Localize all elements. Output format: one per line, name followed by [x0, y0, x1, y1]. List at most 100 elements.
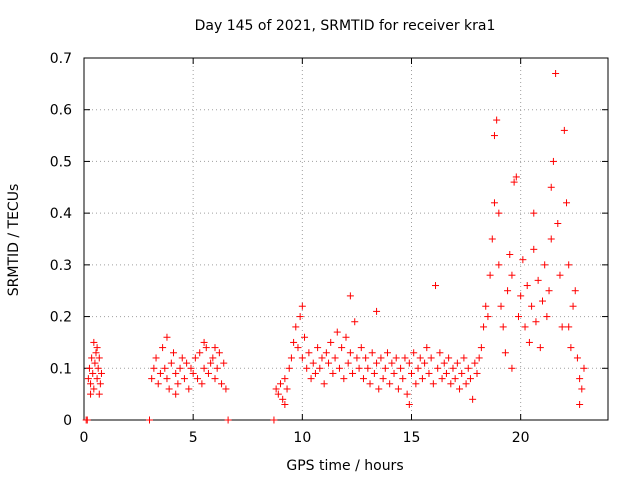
- data-point: [172, 390, 180, 398]
- data-point: [394, 385, 402, 393]
- data-point: [556, 271, 564, 279]
- data-point: [449, 364, 457, 372]
- data-point: [495, 209, 503, 217]
- data-point: [96, 380, 104, 388]
- data-point: [187, 364, 195, 372]
- x-tick-label: 15: [403, 430, 421, 446]
- data-point: [90, 385, 98, 393]
- data-point: [318, 354, 326, 362]
- data-point: [482, 302, 490, 310]
- data-point: [525, 338, 533, 346]
- x-tick-label: 5: [189, 430, 198, 446]
- data-point: [270, 416, 278, 424]
- data-point: [353, 354, 361, 362]
- data-point: [447, 380, 455, 388]
- data-point: [576, 375, 584, 383]
- data-point: [215, 349, 223, 357]
- data-point: [163, 375, 171, 383]
- data-point: [198, 380, 206, 388]
- data-point: [283, 385, 291, 393]
- data-point: [218, 380, 226, 388]
- data-point: [200, 338, 208, 346]
- data-point: [167, 359, 175, 367]
- data-point: [571, 287, 579, 295]
- data-point: [373, 359, 381, 367]
- data-point: [87, 380, 95, 388]
- data-point: [401, 354, 409, 362]
- data-point: [204, 369, 212, 377]
- data-point: [274, 390, 282, 398]
- data-point: [541, 261, 549, 269]
- data-point: [329, 369, 337, 377]
- data-point: [510, 178, 518, 186]
- data-point: [301, 333, 309, 341]
- data-point: [375, 385, 383, 393]
- data-point: [303, 364, 311, 372]
- data-point: [397, 364, 405, 372]
- data-point: [486, 271, 494, 279]
- data-point: [405, 400, 413, 408]
- data-point: [578, 385, 586, 393]
- data-point: [456, 385, 464, 393]
- data-point: [392, 354, 400, 362]
- data-point: [95, 354, 103, 362]
- x-tick-label: 20: [512, 430, 530, 446]
- data-point: [92, 349, 100, 357]
- data-point: [178, 354, 186, 362]
- data-point: [209, 354, 217, 362]
- data-point: [377, 354, 385, 362]
- grid-lines: [84, 58, 608, 420]
- data-point: [408, 369, 415, 377]
- data-point: [202, 344, 210, 352]
- data-point: [342, 333, 350, 341]
- data-point: [89, 369, 97, 377]
- data-point: [370, 369, 378, 377]
- data-point: [453, 359, 461, 367]
- data-point: [298, 354, 306, 362]
- data-point: [504, 287, 512, 295]
- data-point: [335, 364, 343, 372]
- data-point: [346, 349, 354, 357]
- data-point: [514, 313, 522, 321]
- data-point: [532, 318, 540, 326]
- data-point: [432, 282, 440, 290]
- data-point: [305, 349, 313, 357]
- x-tick-label: 10: [293, 430, 311, 446]
- data-point: [368, 349, 376, 357]
- data-point: [421, 359, 429, 367]
- data-point: [314, 344, 322, 352]
- y-axis-label: SRMTID / TECUs: [6, 184, 22, 297]
- data-point: [357, 344, 365, 352]
- data-point: [290, 338, 298, 346]
- data-point: [414, 364, 422, 372]
- data-point: [170, 349, 178, 357]
- data-point: [567, 344, 575, 352]
- data-point: [390, 369, 398, 377]
- data-point: [163, 333, 171, 341]
- data-point: [508, 364, 516, 372]
- data-point: [211, 375, 219, 383]
- data-point: [346, 292, 354, 300]
- data-point: [549, 157, 557, 165]
- data-point: [554, 219, 562, 227]
- data-point: [438, 375, 446, 383]
- data-point: [563, 199, 571, 207]
- data-point: [405, 359, 413, 367]
- data-point: [83, 416, 91, 424]
- data-point: [569, 302, 577, 310]
- data-point: [287, 354, 295, 362]
- data-point: [429, 380, 437, 388]
- data-point: [309, 359, 317, 367]
- y-tick-label: 0: [63, 413, 72, 429]
- data-point: [91, 359, 99, 367]
- y-tick-label: 0.2: [50, 310, 72, 326]
- y-tick-labels: 0 0.1 0.2 0.3 0.4 0.5 0.6 0.7: [50, 51, 72, 429]
- data-point: [547, 183, 555, 191]
- data-point: [88, 354, 96, 362]
- data-point: [458, 369, 466, 377]
- data-point: [296, 313, 304, 321]
- data-point: [558, 323, 566, 331]
- data-point: [364, 364, 372, 372]
- data-point: [338, 344, 346, 352]
- data-point: [366, 380, 374, 388]
